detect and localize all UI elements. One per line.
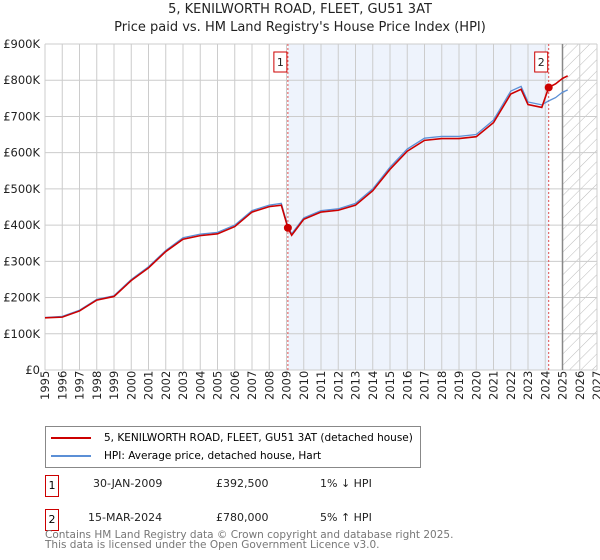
sale-point: [283, 223, 292, 232]
footer-line: This data is licensed under the Open Gov…: [45, 539, 380, 551]
marker-badge: 2: [45, 509, 59, 531]
property-line: [44, 75, 569, 319]
legend-item-hpi: HPI: Average price, detached house, Hart: [46, 448, 321, 464]
y-tick-label: £200K: [3, 291, 40, 305]
x-tick-label: 1997: [73, 371, 87, 400]
x-tick-label: 2027: [590, 371, 600, 400]
x-tick-label: 2008: [262, 371, 276, 400]
legend-label: 5, KENILWORTH ROAD, FLEET, GU51 3AT (det…: [104, 432, 413, 444]
x-tick-label: 2013: [349, 371, 363, 400]
x-tick-label: 2010: [297, 371, 311, 400]
chart-subtitle: Price paid vs. HM Land Registry's House …: [114, 20, 486, 35]
y-tick-label: £300K: [3, 254, 40, 268]
y-tick-label: £0: [25, 363, 40, 377]
legend: 5, KENILWORTH ROAD, FLEET, GU51 3AT (det…: [45, 426, 421, 468]
x-tick-label: 2014: [366, 371, 380, 400]
transaction-price: £780,000: [216, 511, 269, 524]
marker-label: 2: [538, 56, 545, 69]
footer-line: Contains HM Land Registry data © Crown c…: [45, 529, 454, 541]
legend-label: HPI: Average price, detached house, Hart: [104, 450, 322, 462]
transaction-hpi: 1% ↓ HPI: [320, 477, 372, 490]
footer: Contains HM Land Registry data © Crown c…: [45, 529, 454, 551]
x-tick-label: 2016: [400, 371, 414, 400]
x-tick-label: 1995: [38, 371, 52, 400]
x-tick-label: 2006: [228, 371, 242, 400]
chart-title: 5, KENILWORTH ROAD, FLEET, GU51 3AT: [168, 2, 432, 17]
x-tick-label: 2024: [538, 371, 552, 400]
y-tick-label: £800K: [3, 73, 40, 87]
x-tick-label: 2007: [245, 371, 259, 400]
marker-label-box: [273, 51, 288, 73]
marker-label: 1: [277, 56, 284, 69]
marker-badge: 1: [45, 475, 59, 497]
transaction-date: 30-JAN-2009: [93, 477, 163, 490]
y-tick-label: £900K: [3, 37, 40, 51]
plot-area: 1995 1996 1997 1998 1999 2000 2001 2002 2003 2004…: [3, 37, 600, 400]
x-tick-label: 1999: [107, 371, 121, 400]
y-tick-label: £400K: [3, 218, 40, 232]
x-tick-label: 2015: [383, 371, 397, 400]
legend-swatch-blue: [51, 455, 91, 457]
x-tick-label: 2023: [521, 371, 535, 400]
x-tick-label: 2000: [124, 371, 138, 400]
transaction-price: £392,500: [216, 477, 269, 490]
x-tick-label: 2012: [331, 371, 345, 400]
x-tick-label: 2026: [573, 371, 587, 400]
x-tick-label: 2019: [452, 371, 466, 400]
y-tick-label: £700K: [3, 109, 40, 123]
sale-point: [544, 83, 553, 92]
x-tick-label: 2020: [469, 371, 483, 400]
x-tick-label: 1996: [55, 371, 69, 400]
x-tick-label: 2009: [280, 371, 294, 400]
highlight-region: [287, 44, 549, 370]
x-tick-label: 2022: [504, 371, 518, 400]
x-tick-label: 2005: [211, 371, 225, 400]
x-tick-label: 2025: [556, 371, 570, 400]
x-tick-label: 2003: [176, 371, 190, 400]
y-tick-label: £600K: [3, 146, 40, 160]
x-tick-label: 2002: [159, 371, 173, 400]
x-tick-label: 2017: [418, 371, 432, 400]
transaction-date: 15-MAR-2024: [88, 511, 163, 524]
x-tick-label: 2021: [487, 371, 501, 400]
legend-item-property: 5, KENILWORTH ROAD, FLEET, GU51 3AT (det…: [46, 430, 413, 446]
y-tick-label: £500K: [3, 182, 40, 196]
x-tick-label: 2004: [193, 371, 207, 400]
x-tick-label: 1998: [90, 371, 104, 400]
legend-swatch-red: [51, 437, 91, 439]
x-tick-label: 2018: [435, 371, 449, 400]
x-tick-label: 2011: [314, 371, 328, 400]
marker-label-box: [534, 51, 549, 73]
y-tick-label: £100K: [3, 327, 40, 341]
x-tick-label: 2001: [142, 371, 156, 400]
transaction-hpi: 5% ↑ HPI: [320, 511, 372, 524]
